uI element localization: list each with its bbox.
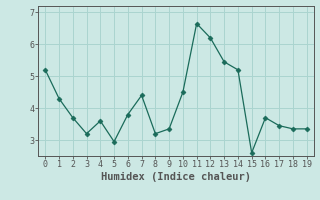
X-axis label: Humidex (Indice chaleur): Humidex (Indice chaleur) xyxy=(101,172,251,182)
